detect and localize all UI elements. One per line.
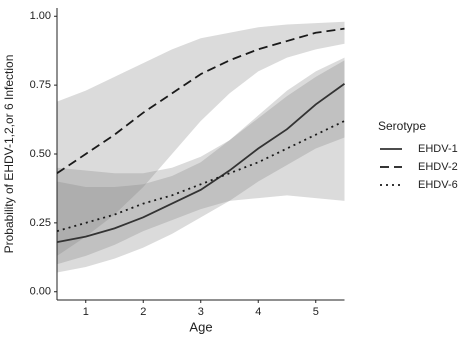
y-tick-label: 1.00 [30, 10, 51, 22]
x-tick-label: 1 [83, 306, 89, 318]
series-line [56, 27, 345, 175]
x-tick-label: 3 [198, 306, 204, 318]
legend-label: EHDV-2 [418, 161, 458, 173]
confidence-band [57, 57, 345, 273]
y-tick-label: 0.00 [30, 286, 51, 298]
legend-title: Serotype [378, 119, 426, 133]
confidence-band [57, 60, 345, 265]
legend-label: EHDV-1 [418, 143, 458, 155]
x-tick-label: 5 [313, 306, 319, 318]
y-tick-label: 0.50 [30, 148, 51, 160]
y-tick-label: 0.25 [30, 217, 51, 229]
y-axis-label: Probability of EHDV-1,2,or 6 Infection [2, 55, 16, 254]
series-line [56, 120, 345, 232]
confidence-band [57, 21, 345, 256]
y-tick-label: 0.75 [30, 79, 51, 91]
x-tick-label: 4 [255, 306, 261, 318]
legend-label: EHDV-6 [418, 179, 458, 191]
series-line [56, 83, 346, 244]
x-tick-label: 2 [140, 306, 146, 318]
x-axis-label: Age [189, 319, 212, 334]
